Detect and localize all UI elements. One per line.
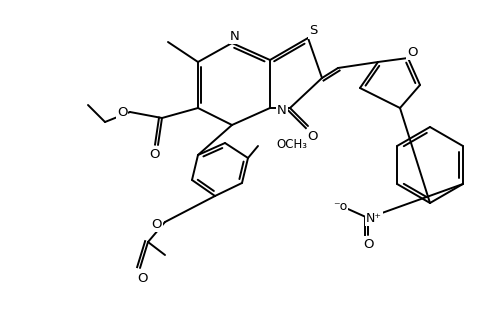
Text: O: O <box>150 148 160 161</box>
Text: N: N <box>230 29 240 42</box>
Text: O: O <box>308 130 318 143</box>
Text: O: O <box>152 217 162 230</box>
Text: O: O <box>407 46 417 59</box>
Text: O: O <box>363 237 373 250</box>
Text: OCH₃: OCH₃ <box>276 138 307 151</box>
Text: ⁻o: ⁻o <box>333 200 347 214</box>
Text: S: S <box>309 24 317 37</box>
Text: N: N <box>277 105 287 118</box>
Text: N⁺: N⁺ <box>366 211 382 224</box>
Text: O: O <box>137 271 147 284</box>
Text: O: O <box>117 106 127 119</box>
